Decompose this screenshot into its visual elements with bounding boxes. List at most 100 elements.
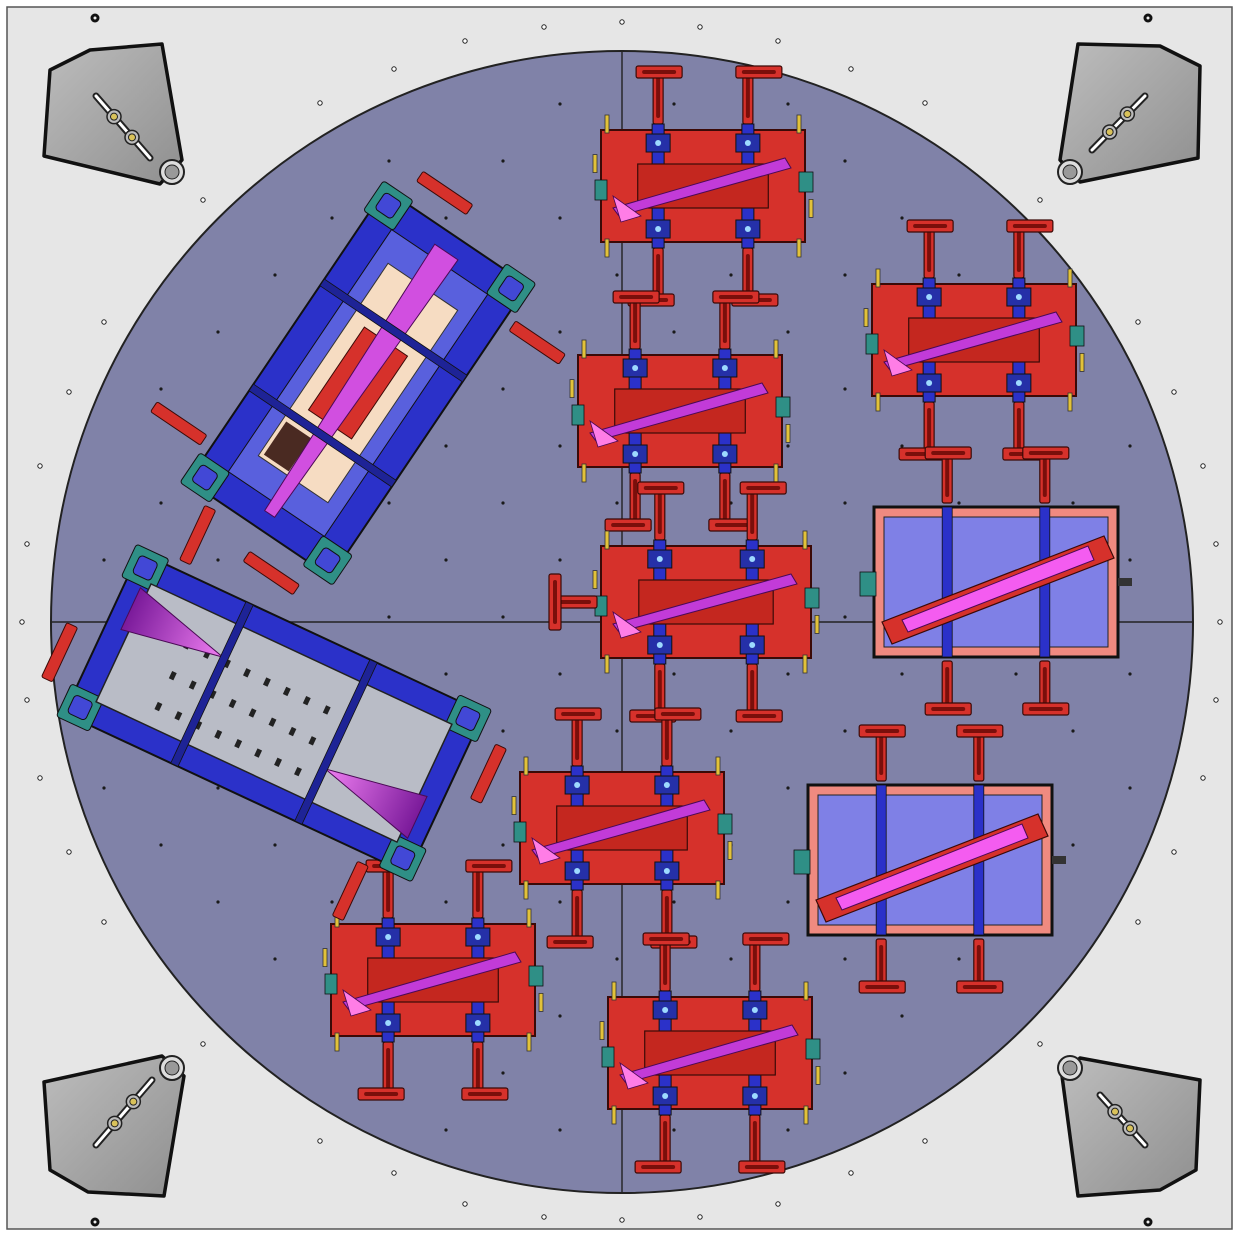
plate-hole <box>1037 197 1043 203</box>
locator-roller-hub <box>1062 164 1078 180</box>
locating-pin <box>727 841 733 860</box>
turntable-hole <box>672 102 676 106</box>
turntable-hole <box>672 330 676 334</box>
locator-bolt-core <box>1123 110 1132 118</box>
turntable-hole <box>558 444 562 448</box>
locating-pin <box>611 981 617 1001</box>
turntable-hole <box>1128 558 1132 562</box>
locator-roller-hub <box>1062 1060 1078 1076</box>
plate-hole <box>1037 1041 1043 1047</box>
clamp-arm-slot <box>750 490 755 534</box>
plate-hole <box>1213 697 1219 703</box>
locating-pin <box>785 423 791 443</box>
mounting-hole-center <box>93 16 97 20</box>
locator-bolt-core <box>110 112 118 121</box>
plate-hole <box>922 1138 928 1144</box>
clamp-arm-slot <box>945 667 950 707</box>
turntable-hole <box>273 843 277 847</box>
turntable-hole <box>444 216 448 220</box>
turntable-hole <box>900 1014 904 1018</box>
turntable-hole <box>501 729 505 733</box>
clamp-arm-slot <box>745 254 750 298</box>
red-fixture <box>863 219 1085 461</box>
plate-slot <box>262 677 271 687</box>
plate-hole <box>391 66 397 72</box>
clamp-arm-slot <box>657 490 662 534</box>
turntable-hole <box>444 672 448 676</box>
blade-workpiece <box>324 768 428 839</box>
clamp-arm-slot <box>714 523 749 527</box>
locating-pin <box>538 993 544 1012</box>
turntable-hole <box>786 102 790 106</box>
blade-tip <box>531 836 561 865</box>
plate-hole <box>1200 775 1206 781</box>
mounting-hole-center <box>93 1220 97 1224</box>
mounting-hole-center <box>1146 1220 1150 1224</box>
corner-locator-block <box>42 1054 186 1198</box>
blade-workpiece <box>589 382 769 442</box>
clamp-screw <box>655 226 662 232</box>
plate-hole <box>848 66 854 72</box>
clamp-screw <box>751 1093 758 1099</box>
clamp-screw <box>1015 380 1022 386</box>
turntable-hole <box>786 330 790 334</box>
turntable-hole <box>558 216 562 220</box>
locating-pin <box>611 1105 617 1125</box>
turntable-hole <box>273 957 277 961</box>
clamp-arm-slot <box>962 985 997 989</box>
clamp-screw <box>1015 294 1022 300</box>
plate-slot <box>254 748 263 758</box>
turntable-hole <box>444 558 448 562</box>
clamp-screw <box>656 556 663 562</box>
clamp-screw <box>574 868 581 874</box>
clamp-screw <box>663 868 670 874</box>
frame-crossbar <box>170 601 254 767</box>
plate-slot <box>214 729 223 740</box>
clamp-arm <box>416 171 473 215</box>
turntable-hole <box>729 273 733 277</box>
adjust-slot-inner <box>1090 94 1147 152</box>
clamp-arm-slot <box>722 479 727 523</box>
frame-corner-pocket <box>314 547 341 574</box>
blade-workpiece <box>612 157 792 217</box>
clamp-screw <box>721 451 728 457</box>
turntable-hole <box>843 501 847 505</box>
locating-pin <box>815 1066 821 1085</box>
plate-hole <box>1171 849 1177 855</box>
locating-pin <box>526 1032 532 1052</box>
turntable-hole <box>843 273 847 277</box>
locating-pin <box>773 463 779 483</box>
plate-slot <box>308 736 317 746</box>
frame-corner-pocket <box>455 705 481 731</box>
clamp-arm-slot <box>553 580 557 624</box>
clamp-screw <box>662 1007 669 1013</box>
clamp-arm-slot <box>962 729 997 733</box>
clamp-arm-slot <box>879 945 884 985</box>
clamp-screw <box>744 140 751 146</box>
locating-pin <box>523 880 529 900</box>
locating-pin <box>773 339 779 359</box>
frame-corner-pocket <box>192 464 218 491</box>
plate-hole <box>541 1214 547 1220</box>
locating-pin <box>715 880 721 900</box>
blade-workpiece <box>120 587 224 658</box>
locator-bolt-core <box>1105 128 1114 136</box>
clamp-arm-slot <box>656 254 661 298</box>
turntable-hole <box>501 843 505 847</box>
plate-hole <box>775 38 781 44</box>
clamp-arm-slot <box>575 896 580 940</box>
clamp-arm-slot <box>656 74 661 118</box>
turntable-hole <box>1071 843 1075 847</box>
plate-slot <box>268 717 277 727</box>
end-locator <box>594 179 608 201</box>
locating-pin <box>581 339 587 359</box>
plate-hole <box>200 197 206 203</box>
turntable-hole <box>558 672 562 676</box>
clamp-screw <box>721 365 728 371</box>
clamp-arm-slot <box>976 945 981 985</box>
turntable-hole <box>558 558 562 562</box>
end-locator <box>793 849 811 875</box>
frame-crossbar <box>319 278 468 383</box>
end-locator <box>1069 325 1085 347</box>
locating-pin <box>1067 392 1073 412</box>
